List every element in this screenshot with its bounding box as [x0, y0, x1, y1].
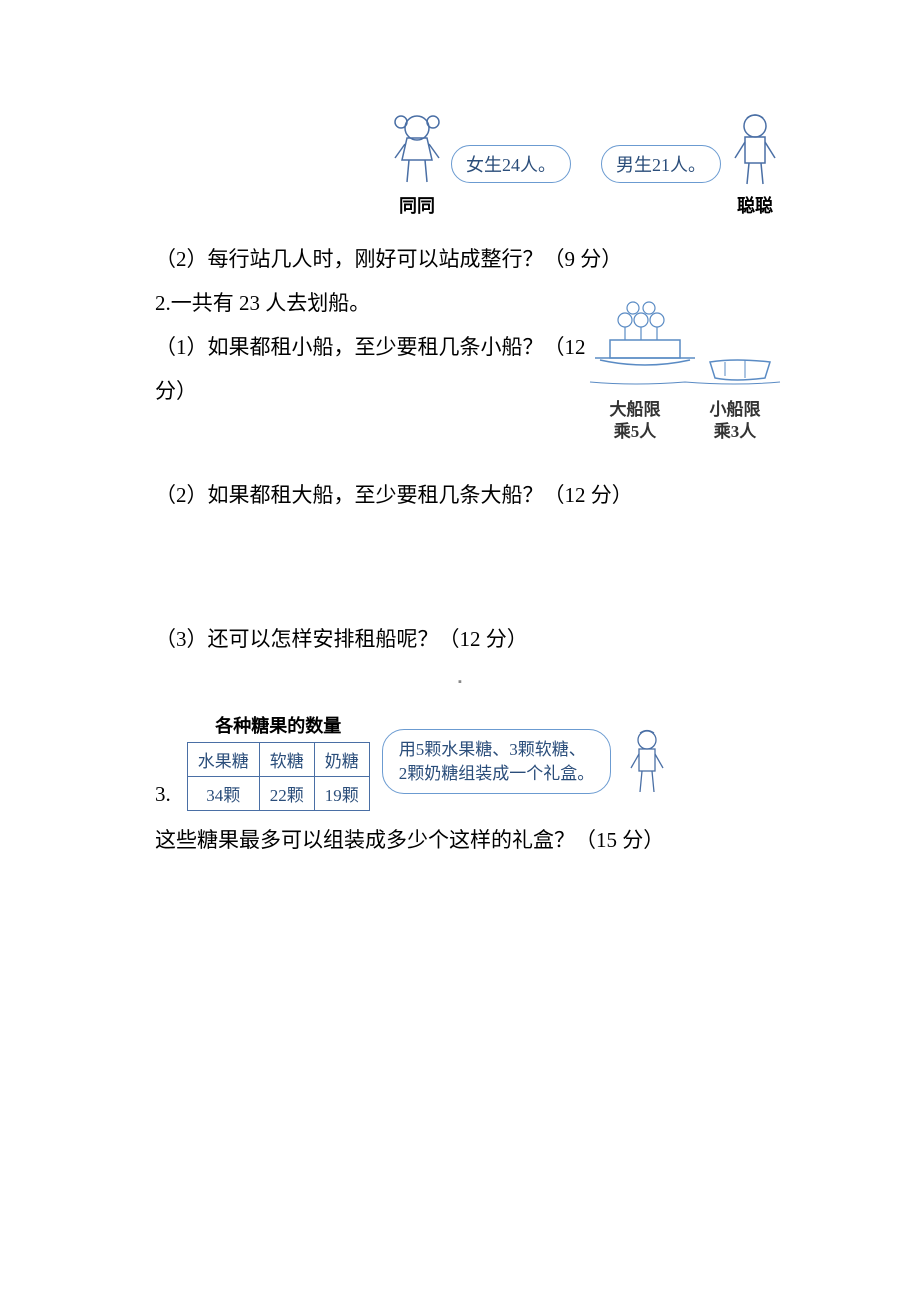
- small-boat-label: 小船限 乘3人: [695, 399, 775, 443]
- question-2-3: （3）还可以怎样安排租船呢？（12 分）: [155, 618, 765, 660]
- table-header: 水果糖: [187, 743, 259, 777]
- candy-speech-line1: 用5颗水果糖、3颗软糖、: [399, 738, 595, 762]
- candy-speech-bubble: 用5颗水果糖、3颗软糖、 2颗奶糖组装成一个礼盒。: [382, 729, 612, 795]
- document-content: 同同 女生24人。 男生21人。 聪聪 （2）每行站几人时，刚好可以站成整行？（…: [0, 0, 920, 861]
- table-row: 34颗 22颗 19颗: [187, 777, 369, 811]
- question-3-text: 这些糖果最多可以组装成多少个这样的礼盒？（15 分）: [155, 819, 765, 861]
- big-boat-line1: 大船限: [595, 399, 675, 421]
- small-boat-line2: 乘3人: [695, 421, 775, 443]
- boy-group: 男生21人。 聪聪: [601, 110, 785, 218]
- small-boat-line1: 小船限: [695, 399, 775, 421]
- boat-icon: [585, 300, 785, 390]
- question-1-2: （2）每行站几人时，刚好可以站成整行？（9 分）: [155, 238, 765, 280]
- boat-illustration: 大船限 乘5人 小船限 乘3人: [585, 300, 785, 443]
- table-row: 水果糖 软糖 奶糖: [187, 743, 369, 777]
- candy-title: 各种糖果的数量: [215, 712, 341, 738]
- big-boat-label: 大船限 乘5人: [595, 399, 675, 443]
- boy-speech-bubble: 男生21人。: [601, 145, 721, 183]
- question-2-2: （2）如果都租大船，至少要租几条大船？（12 分）: [155, 474, 765, 516]
- candy-section: 3. 各种糖果的数量 水果糖 软糖 奶糖 34颗 22颗 19颗 用5颗水果糖、…: [155, 712, 765, 811]
- q3-number: 3.: [155, 782, 171, 811]
- boy-icon: [725, 110, 785, 188]
- table-header: 软糖: [259, 743, 314, 777]
- girl-group: 同同 女生24人。: [387, 110, 571, 218]
- boat-labels: 大船限 乘5人 小船限 乘3人: [585, 399, 785, 443]
- candy-table-wrap: 各种糖果的数量 水果糖 软糖 奶糖 34颗 22颗 19颗: [187, 712, 370, 811]
- table-cell: 19颗: [314, 777, 369, 811]
- small-boy-icon: [623, 726, 671, 798]
- girl-name: 同同: [399, 192, 435, 218]
- girl-icon: [387, 110, 447, 188]
- candy-speech-line2: 2颗奶糖组装成一个礼盒。: [399, 762, 595, 786]
- girl-speech-bubble: 女生24人。: [451, 145, 571, 183]
- table-cell: 22颗: [259, 777, 314, 811]
- table-cell: 34颗: [187, 777, 259, 811]
- page-marker: ▪: [155, 676, 765, 688]
- boy-name: 聪聪: [737, 192, 773, 218]
- table-header: 奶糖: [314, 743, 369, 777]
- top-illustration: 同同 女生24人。 男生21人。 聪聪: [155, 110, 785, 218]
- big-boat-line2: 乘5人: [595, 421, 675, 443]
- candy-table: 水果糖 软糖 奶糖 34颗 22颗 19颗: [187, 742, 370, 811]
